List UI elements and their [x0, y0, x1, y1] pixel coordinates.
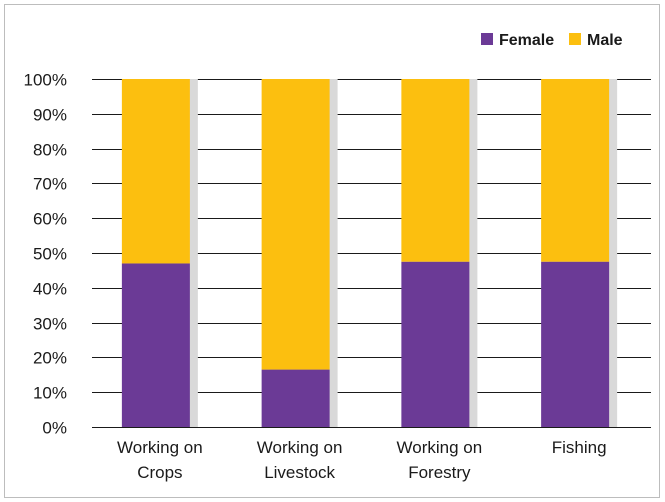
x-axis: Working on Crops Working on Livestock Workin… — [117, 438, 607, 482]
x-category-label: Working on — [257, 438, 343, 457]
y-tick-label: 10% — [33, 384, 67, 403]
x-category-label: Livestock — [264, 463, 335, 482]
y-tick-label: 40% — [33, 280, 67, 299]
bars — [121, 79, 618, 427]
x-category-label: Crops — [137, 463, 182, 482]
x-category-label: Forestry — [408, 463, 471, 482]
legend: Female Male — [481, 32, 623, 49]
bar-male-1 — [261, 79, 330, 370]
chart-frame: 0% 10% 20% 30% 40% 50% 60% 70% 80% 90% 100% Workin… — [4, 4, 660, 498]
x-category-label: Working on — [397, 438, 483, 457]
y-tick-label: 100% — [24, 71, 67, 90]
legend-label-female: Female — [499, 32, 554, 49]
y-tick-label: 90% — [33, 106, 67, 125]
y-axis: 0% 10% 20% 30% 40% 50% 60% 70% 80% 90% 100% — [24, 71, 67, 438]
x-category-label: Working on — [117, 438, 203, 457]
legend-label-male: Male — [587, 32, 623, 49]
bar-female-1 — [261, 369, 330, 427]
x-category-label: Fishing — [552, 438, 607, 457]
bar-male-0 — [121, 79, 190, 264]
y-tick-label: 20% — [33, 349, 67, 368]
legend-swatch-female — [481, 33, 493, 45]
y-tick-label: 70% — [33, 175, 67, 194]
bar-female-2 — [401, 261, 470, 427]
y-tick-label: 50% — [33, 245, 67, 264]
y-tick-label: 30% — [33, 315, 67, 334]
legend-swatch-male — [569, 33, 581, 45]
y-tick-label: 80% — [33, 141, 67, 160]
y-tick-label: 0% — [42, 419, 67, 438]
bar-female-3 — [541, 261, 610, 427]
bar-female-0 — [121, 263, 190, 427]
y-tick-label: 60% — [33, 210, 67, 229]
bar-male-2 — [401, 79, 470, 262]
bar-male-3 — [541, 79, 610, 262]
stacked-bar-chart: 0% 10% 20% 30% 40% 50% 60% 70% 80% 90% 100% Workin… — [24, 32, 651, 482]
